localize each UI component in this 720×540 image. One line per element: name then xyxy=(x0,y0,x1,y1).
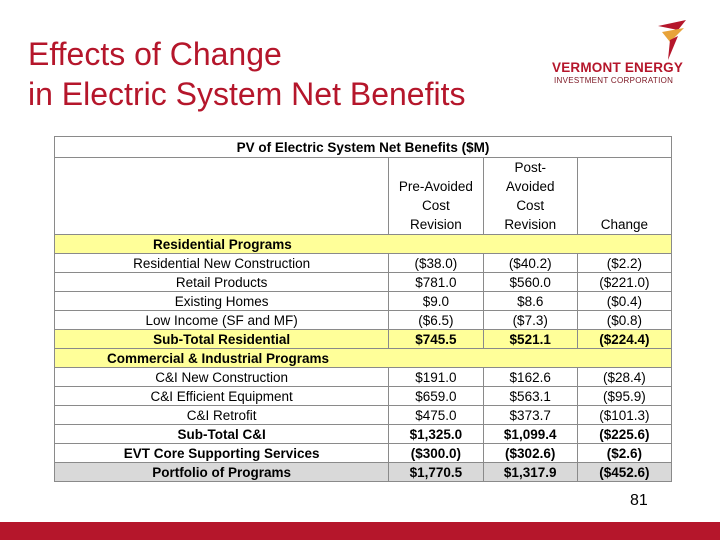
bird-logo-icon xyxy=(658,20,686,60)
change-value: ($2.2) xyxy=(576,253,673,273)
table-caption: PV of Electric System Net Benefits ($M) xyxy=(54,136,672,158)
row-label: Existing Homes xyxy=(53,291,390,311)
header-post-line: Post- xyxy=(514,160,546,175)
change-value: ($225.6) xyxy=(576,424,673,444)
row-label: Residential New Construction xyxy=(53,253,390,273)
section-label: Residential Programs xyxy=(54,234,672,254)
page-number: 81 xyxy=(630,492,648,509)
pre-avoided-value: $745.5 xyxy=(388,329,484,349)
pre-avoided-value: $191.0 xyxy=(388,367,484,387)
post-avoided-value: $560.0 xyxy=(482,272,578,292)
header-post-line: Revision xyxy=(504,217,557,232)
header-post-avoided: Post- Avoided Cost Revision xyxy=(482,157,578,235)
pre-avoided-value: ($38.0) xyxy=(388,253,484,273)
pre-avoided-value: ($6.5) xyxy=(388,310,484,330)
net-benefits-table: PV of Electric System Net Benefits ($M) … xyxy=(53,136,673,482)
row-label: Low Income (SF and MF) xyxy=(53,310,390,330)
post-avoided-value: $521.1 xyxy=(482,329,578,349)
pre-avoided-value: ($300.0) xyxy=(388,443,484,463)
post-avoided-value: $563.1 xyxy=(482,386,578,406)
title-line-2: in Electric System Net Benefits xyxy=(28,76,466,112)
post-avoided-value: $162.6 xyxy=(482,367,578,387)
row-label: C&I Efficient Equipment xyxy=(53,386,390,406)
section-row: Commercial & Industrial Programs xyxy=(54,348,672,368)
table-row: Low Income (SF and MF) ($6.5) ($7.3) ($0.8) xyxy=(53,310,673,330)
table-row: Residential New Construction ($38.0) ($40.… xyxy=(53,253,673,273)
veic-logo: VERMONT ENERGY INVESTMENT CORPORATION xyxy=(552,18,692,85)
table-row: Existing Homes $9.0 $8.6 ($0.4) xyxy=(53,291,673,311)
pre-avoided-value: $1,325.0 xyxy=(388,424,484,444)
table-row: C&I New Construction $191.0 $162.6 ($28.4) xyxy=(53,367,673,387)
change-value: ($2.6) xyxy=(576,443,673,463)
header-label-cell xyxy=(53,157,390,235)
post-avoided-value: $1,317.9 xyxy=(482,462,578,482)
header-pre-line: Revision xyxy=(410,217,462,232)
change-value: ($452.6) xyxy=(576,462,673,482)
pre-avoided-value: $659.0 xyxy=(388,386,484,406)
row-label: Sub-Total Residential xyxy=(53,329,390,349)
table-header-row: Pre-Avoided Cost Revision Post- Avoided … xyxy=(53,157,673,235)
post-avoided-value: ($7.3) xyxy=(482,310,578,330)
header-post-line: Cost xyxy=(516,198,545,213)
change-value: ($0.4) xyxy=(576,291,673,311)
header-pre-line: Pre-Avoided xyxy=(398,179,473,194)
pre-avoided-value: $475.0 xyxy=(388,405,484,425)
header-change: Change xyxy=(576,157,673,235)
footer-bar xyxy=(0,522,720,540)
logo-text-main: VERMONT ENERGY xyxy=(552,60,684,75)
change-value: ($221.0) xyxy=(576,272,673,292)
header-post-line: Avoided xyxy=(505,179,555,194)
table-caption-row: PV of Electric System Net Benefits ($M) xyxy=(54,136,672,158)
change-value: ($28.4) xyxy=(576,367,673,387)
post-avoided-value: $1,099.4 xyxy=(482,424,578,444)
row-label: C&I New Construction xyxy=(53,367,390,387)
post-avoided-value: $8.6 xyxy=(482,291,578,311)
row-label: Retail Products xyxy=(53,272,390,292)
change-value: ($0.8) xyxy=(576,310,673,330)
table-row: Sub-Total Residential $745.5 $521.1 ($224.4… xyxy=(53,329,673,349)
table-row: Sub-Total C&I $1,325.0 $1,099.4 ($225.6) xyxy=(53,424,673,444)
logo-text-sub: INVESTMENT CORPORATION xyxy=(554,76,674,85)
post-avoided-value: ($40.2) xyxy=(482,253,578,273)
title-line-1: Effects of Change xyxy=(28,36,282,72)
change-value: ($224.4) xyxy=(576,329,673,349)
section-row: Residential Programs xyxy=(54,234,672,254)
row-label: EVT Core Supporting Services xyxy=(53,443,390,463)
table-row: Retail Products $781.0 $560.0 ($221.0) xyxy=(53,272,673,292)
header-pre-avoided: Pre-Avoided Cost Revision xyxy=(388,157,484,235)
pre-avoided-value: $1,770.5 xyxy=(388,462,484,482)
change-value: ($95.9) xyxy=(576,386,673,406)
section-label: Commercial & Industrial Programs xyxy=(54,348,672,368)
pre-avoided-value: $781.0 xyxy=(388,272,484,292)
row-label: Portfolio of Programs xyxy=(53,462,390,482)
pre-avoided-value: $9.0 xyxy=(388,291,484,311)
table-row: Portfolio of Programs $1,770.5 $1,317.9 ($4… xyxy=(53,462,673,482)
slide-title: Effects of Change in Electric System Net… xyxy=(28,34,465,114)
header-pre-line: Cost xyxy=(422,198,450,213)
post-avoided-value: ($302.6) xyxy=(482,443,578,463)
change-value: ($101.3) xyxy=(576,405,673,425)
post-avoided-value: $373.7 xyxy=(482,405,578,425)
row-label: C&I Retrofit xyxy=(53,405,390,425)
table-row: C&I Efficient Equipment $659.0 $563.1 ($95.… xyxy=(53,386,673,406)
table-row: C&I Retrofit $475.0 $373.7 ($101.3) xyxy=(53,405,673,425)
row-label: Sub-Total C&I xyxy=(53,424,390,444)
table-row: EVT Core Supporting Services ($300.0) ($30… xyxy=(53,443,673,463)
